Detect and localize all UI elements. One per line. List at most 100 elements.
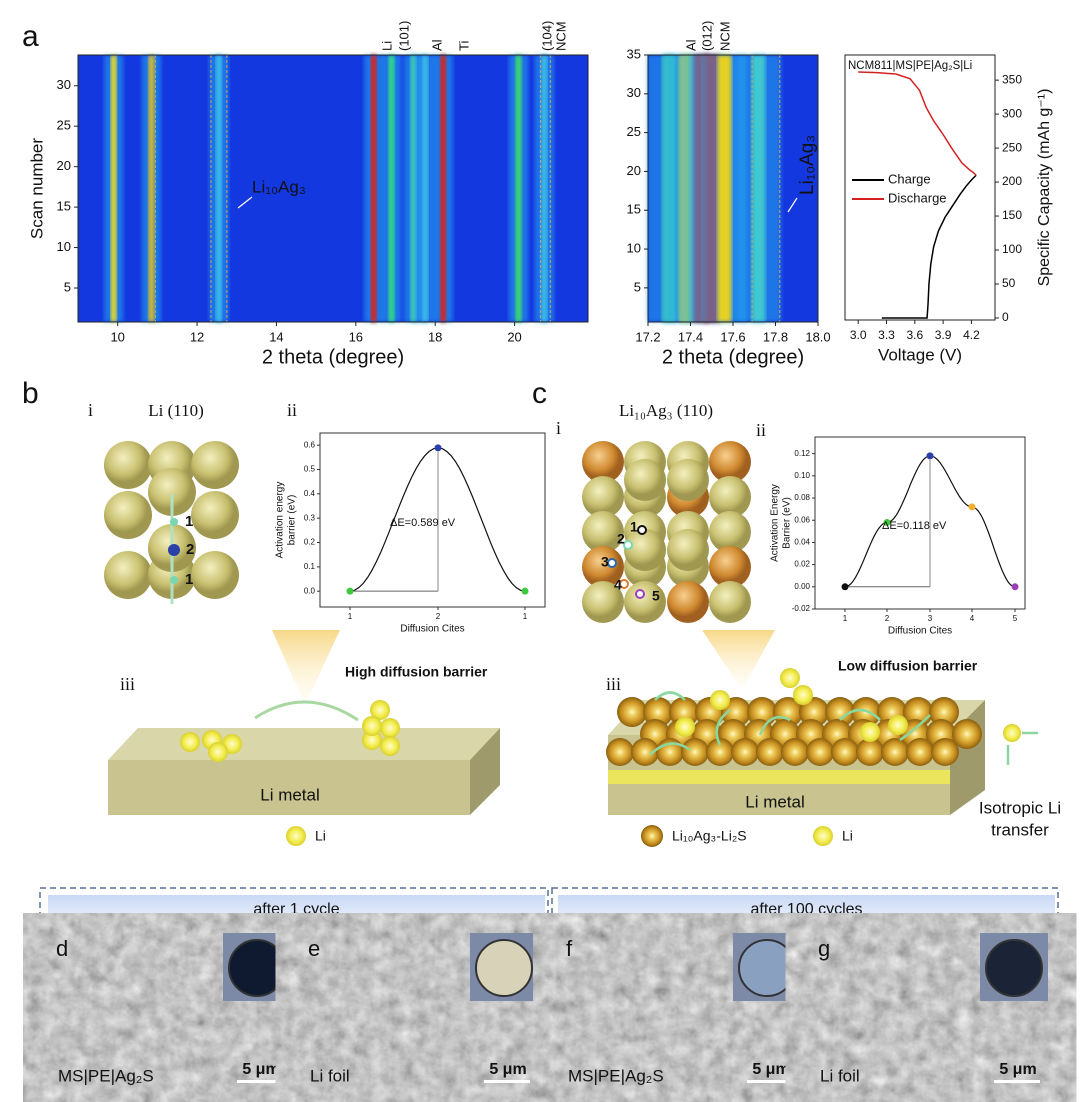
arrow xyxy=(787,197,798,213)
atom xyxy=(582,476,624,518)
peak-band xyxy=(110,55,117,322)
data-point xyxy=(434,444,442,452)
heatmap-background xyxy=(78,55,588,322)
structure-title: Li₁₀Ag₃ (110) xyxy=(619,401,713,420)
peak-label: (012) xyxy=(699,21,714,51)
y-tick-label: 25 xyxy=(627,124,641,139)
alloy-particle xyxy=(631,738,659,766)
y2-tick-label: 350 xyxy=(1002,72,1022,86)
alloy-particle xyxy=(825,697,855,727)
hop-arrow xyxy=(254,700,359,722)
scale-bar xyxy=(994,1080,1040,1083)
atom xyxy=(191,491,239,539)
scale-bar xyxy=(484,1080,530,1083)
annotation: ΔE=0.589 eV xyxy=(390,517,456,529)
transfer-arrow xyxy=(715,709,731,746)
atom xyxy=(582,581,624,623)
image-label: f xyxy=(566,936,573,961)
site-label: 4 xyxy=(614,577,622,593)
x-tick-label: 3.6 xyxy=(906,328,923,342)
y-tick-label: 0.4 xyxy=(304,489,316,498)
y-tick-label: 0.02 xyxy=(794,560,810,569)
atom xyxy=(709,546,751,588)
annotation: ΔE=0.118 eV xyxy=(882,520,947,532)
chart-title: NCM811|MS|PE|Ag₂S|Li xyxy=(848,60,972,72)
x-tick-label: 1 xyxy=(523,612,528,621)
side-note: Isotropic Li xyxy=(979,798,1061,817)
y-tick-label: 35 xyxy=(627,46,641,61)
data-point xyxy=(968,503,976,511)
y2-tick-label: 300 xyxy=(1002,106,1022,120)
site-label: 5 xyxy=(652,588,660,604)
y2-tick-label: 200 xyxy=(1002,174,1022,188)
image-caption: MS|PE|Ag₂S xyxy=(568,1066,664,1085)
site-dot xyxy=(635,589,645,599)
projection-cone xyxy=(702,630,775,690)
transfer-arrow xyxy=(654,691,686,701)
x-tick-label: 2 xyxy=(885,614,890,623)
slab-label: Li metal xyxy=(745,792,805,811)
sub-label: i xyxy=(556,418,561,438)
inset-sample xyxy=(985,939,1043,997)
y2-tick-label: 150 xyxy=(1002,208,1022,222)
legend-label: Li xyxy=(842,828,853,844)
y-tick-label: 0.2 xyxy=(304,538,316,547)
peak-label: Al xyxy=(429,39,444,51)
peak-label: (104) xyxy=(539,21,554,51)
legend-label: Li xyxy=(315,828,326,844)
li-atom xyxy=(675,717,695,737)
scale-bar xyxy=(237,1080,283,1083)
atom xyxy=(667,581,709,623)
x-tick-label: 16 xyxy=(349,329,363,344)
atom xyxy=(148,468,196,516)
atom xyxy=(582,441,624,483)
li-atom xyxy=(793,685,813,705)
peak-band xyxy=(410,55,417,322)
y-axis-label: Activation energy xyxy=(275,482,286,559)
y-tick-label: 5 xyxy=(64,279,71,294)
x-tick-label: 3.9 xyxy=(935,328,952,342)
atom xyxy=(667,459,709,501)
y-tick-label: 0.5 xyxy=(304,465,316,474)
site-dot xyxy=(170,518,178,526)
y2-tick-label: 100 xyxy=(1002,242,1022,256)
plot-frame xyxy=(77,54,589,323)
transfer-arrow xyxy=(1006,731,1038,765)
legend-label: Discharge xyxy=(888,190,947,205)
series-line xyxy=(881,174,977,319)
group-box xyxy=(551,887,1059,1101)
x-tick-label: 1 xyxy=(348,612,353,621)
x-tick-label: 20 xyxy=(507,329,521,344)
alloy-particle xyxy=(643,697,673,727)
inset-sample xyxy=(738,939,796,997)
caption: Low diffusion barrier xyxy=(838,658,978,674)
peak-band xyxy=(148,55,155,322)
y2-axis-label: Specific Capacity (mAh g⁻¹) xyxy=(1036,89,1053,287)
transfer-arrow xyxy=(899,714,931,742)
group-header xyxy=(48,895,545,925)
li-atom xyxy=(362,730,382,750)
sub-label: ii xyxy=(756,420,766,440)
alloy-particle xyxy=(799,697,829,727)
x-tick-label: 3 xyxy=(928,614,933,623)
panel-label: a xyxy=(22,20,39,53)
y-tick-label: 0.0 xyxy=(304,586,316,595)
y-tick-label: 25 xyxy=(57,118,71,133)
li-atom xyxy=(1003,724,1021,742)
alloy-particle xyxy=(906,738,934,766)
alloy-particle xyxy=(931,738,959,766)
site-dot xyxy=(623,540,633,550)
transfer-arrow xyxy=(839,708,881,721)
atom xyxy=(582,511,624,553)
x-tick-label: 12 xyxy=(190,329,204,344)
peak-label: Ti xyxy=(456,41,471,51)
site-label: 2 xyxy=(186,541,194,558)
li-atom xyxy=(362,716,382,736)
atom xyxy=(624,529,666,571)
y-tick-label: -0.02 xyxy=(792,604,811,613)
phase-label: Li₁₀Ag₃ xyxy=(252,177,306,196)
y-tick-label: 30 xyxy=(57,77,71,92)
x-axis-label: Voltage (V) xyxy=(878,345,962,364)
atom xyxy=(709,511,751,553)
li-atom xyxy=(380,736,400,756)
